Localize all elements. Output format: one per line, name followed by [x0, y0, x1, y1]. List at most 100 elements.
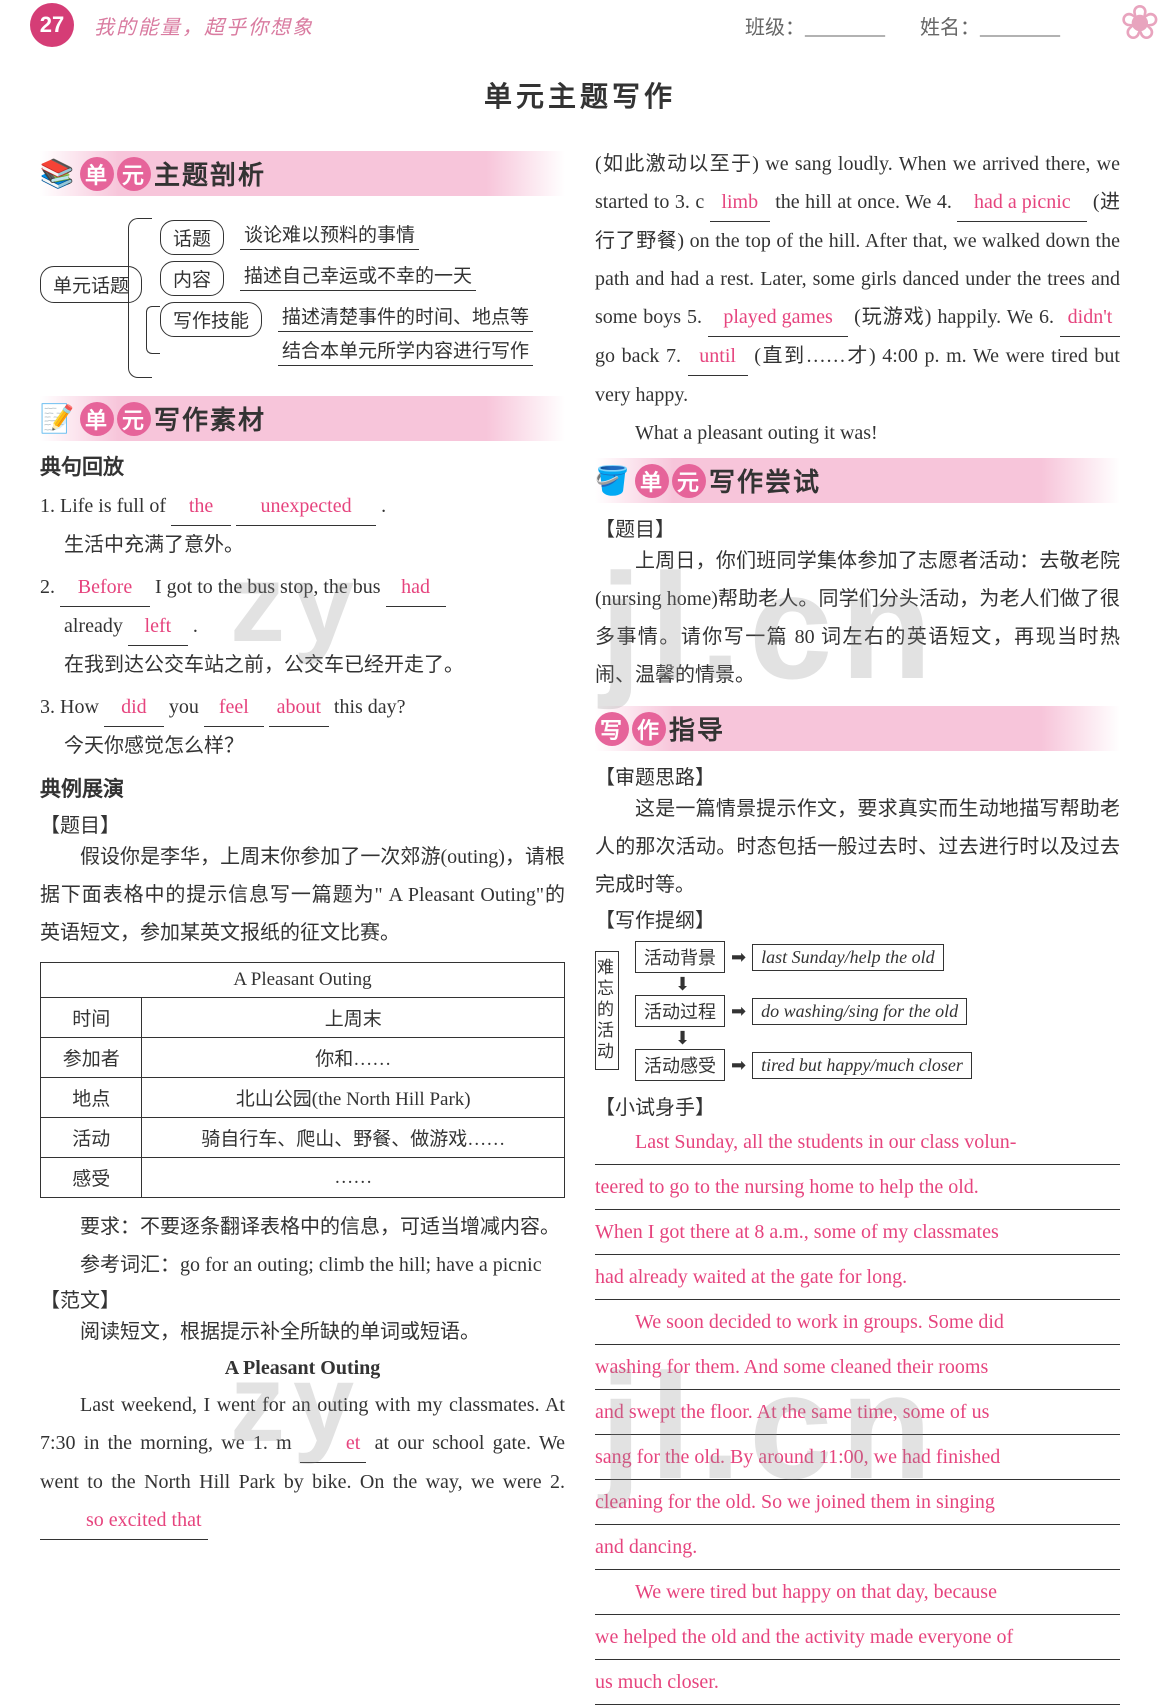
student-essay: Last Sunday, all the students in our cla… [595, 1120, 1120, 1705]
table-cell: 骑自行车、爬山、野餐、做游戏…… [142, 1118, 565, 1158]
arrow-down-icon: ⬇ [675, 1029, 1120, 1047]
table-cell: 地点 [41, 1078, 142, 1118]
think-label: 【审题思路】 [595, 761, 1120, 790]
arrow-right-icon: ➡ [731, 1001, 746, 1022]
model-instr: 阅读短文，根据提示补全所缺的单词或短语。 [40, 1313, 565, 1351]
table-caption: A Pleasant Outing [41, 963, 565, 998]
table-cell: 参加者 [41, 1038, 142, 1078]
main-title: 单元主题写作 [0, 75, 1160, 115]
text: already [64, 615, 128, 637]
cn-text: 今天你感觉怎么样？ [64, 735, 244, 757]
blank-fill: didn't [1060, 298, 1120, 337]
attempt-intro: 上周日，你们班同学集体参加了志愿者活动：去敬老院(nursing home)帮助… [595, 542, 1120, 694]
pill-char: 单 [80, 157, 114, 191]
pill-char: 单 [80, 402, 114, 436]
text: 3. How [40, 696, 104, 718]
outline: 难忘的活动 活动背景 ➡ last Sunday/help the old ⬇ … [595, 941, 1120, 1081]
playback-head: 典句回放 [40, 451, 565, 481]
essay-line: We were tired but happy on that day, bec… [595, 1570, 1120, 1615]
page-number-badge: 27 [30, 3, 74, 47]
flourish-icon: ❀ [1120, 0, 1160, 51]
attempt-topic-label: 【题目】 [595, 513, 1120, 542]
text: 2. [40, 576, 60, 598]
blank-fill: et [300, 1424, 366, 1463]
essay-line: cleaning for the old. So we joined them … [595, 1480, 1120, 1525]
essay-line: sang for the old. By around 11:00, we ha… [595, 1435, 1120, 1480]
header-motto: 我的能量，超乎你想象 [94, 11, 314, 40]
books-icon: 📚 [40, 156, 76, 192]
outline-vertical-label: 难忘的活动 [595, 951, 619, 1070]
blank-fill: had [386, 568, 446, 607]
blank-fill: had a picnic [957, 183, 1087, 222]
section-attempt: 🪣 单 元 写作尝试 [595, 458, 1120, 503]
essay-right: (如此激动以至于) we sang loudly. When we arrive… [595, 145, 1120, 414]
tree-root: 单元话题 [40, 266, 142, 303]
header-fields: 班级：________ 姓名：________ [715, 11, 1060, 40]
section-material: 📝 单 元 写作素材 [40, 396, 565, 441]
section-title: 指导 [669, 710, 725, 747]
outline-en: last Sunday/help the old [752, 944, 943, 971]
right-column: (如此激动以至于) we sang loudly. When we arrive… [595, 145, 1120, 1705]
tree-label: 话题 [160, 220, 224, 255]
example-intro: 假设你是李华，上周末你参加了一次郊游(outing)，请根据下面表格中的提示信息… [40, 838, 565, 952]
section-title: 主题剖析 [154, 155, 266, 192]
sentence-2: 2. Before I got to the bus stop, the bus… [40, 568, 565, 684]
guide-think: 这是一篇情景提示作文，要求真实而生动地描写帮助老人的那次活动。时态包括一般过去时… [595, 790, 1120, 904]
tree-desc: 结合本单元所学内容进行写作 [278, 336, 533, 366]
pill-char: 元 [117, 157, 151, 191]
table-cell: 活动 [41, 1118, 142, 1158]
blank-fill: left [128, 607, 188, 646]
ref-words: 参考词汇：go for an outing; climb the hill; h… [40, 1246, 565, 1284]
blank-fill: limb [710, 183, 770, 222]
essay-line: We soon decided to work in groups. Some … [595, 1300, 1120, 1345]
outline-cn: 活动背景 [635, 941, 725, 973]
pill-char: 元 [117, 402, 151, 436]
text: . [193, 615, 198, 637]
outline-cn: 活动过程 [635, 995, 725, 1027]
essay-line: teered to go to the nursing home to help… [595, 1165, 1120, 1210]
essay-line: When I got there at 8 a.m., some of my c… [595, 1210, 1120, 1255]
requirements: 要求：不要逐条翻译表格中的信息，可适当增减内容。 [40, 1208, 565, 1246]
model-label: 【范文】 [40, 1284, 565, 1313]
essay-line: washing for them. And some cleaned their… [595, 1345, 1120, 1390]
page-header: 27 我的能量，超乎你想象 班级：________ 姓名：________ ❀ [0, 0, 1160, 50]
tree-label: 写作技能 [160, 302, 262, 337]
tree-desc: 谈论难以预料的事情 [240, 220, 419, 250]
section-title: 写作尝试 [709, 462, 821, 499]
bucket-icon: 🪣 [595, 463, 631, 499]
essay-line: we helped the old and the activity made … [595, 1615, 1120, 1660]
blank-fill: the [171, 487, 231, 526]
text: go back 7. [595, 345, 688, 367]
text: 1. Life is full of [40, 495, 171, 517]
section-title: 写作素材 [154, 400, 266, 437]
table-cell: 时间 [41, 998, 142, 1038]
table-cell: …… [142, 1158, 565, 1198]
essay-line: and swept the floor. At the same time, s… [595, 1390, 1120, 1435]
left-column: 📚 单 元 主题剖析 单元话题 话题 谈论难以预料的事情 内容 描述自己幸运或不… [40, 145, 565, 1705]
text: this day? [334, 696, 406, 718]
blank-fill: Before [60, 568, 150, 607]
pill-char: 作 [632, 712, 666, 746]
essay-line: Last Sunday, all the students in our cla… [595, 1120, 1120, 1165]
pill-unit: 单 元 [635, 464, 709, 498]
topic-tree: 单元话题 话题 谈论难以预料的事情 内容 描述自己幸运或不幸的一天 写作技能 描… [40, 206, 565, 390]
blank-fill: so excited that [40, 1501, 208, 1540]
tree-desc: 描述自己幸运或不幸的一天 [240, 261, 476, 291]
pill-char: 单 [635, 464, 669, 498]
outline-en: tired but happy/much closer [752, 1052, 972, 1079]
blank-fill: until [688, 337, 748, 376]
text: you [169, 696, 204, 718]
tree-desc: 描述清楚事件的时间、地点等 [278, 302, 533, 332]
text: I got to the bus stop, the bus [155, 576, 386, 598]
notepad-icon: 📝 [40, 401, 76, 437]
arrow-right-icon: ➡ [731, 947, 746, 968]
example-head: 典例展演 [40, 773, 565, 803]
class-label: 班级： [745, 17, 805, 39]
outing-table: A Pleasant Outing 时间上周末 参加者你和…… 地点北山公园(t… [40, 962, 565, 1198]
pill-unit: 单 元 [80, 157, 154, 191]
tree-label: 内容 [160, 261, 224, 296]
section-guide: 写 作 指导 [595, 706, 1120, 751]
blank-fill: feel [204, 688, 264, 727]
cn-text: 在我到达公交车站之前，公交车已经开走了。 [64, 654, 464, 676]
text: the hill at once. We 4. [775, 191, 957, 213]
